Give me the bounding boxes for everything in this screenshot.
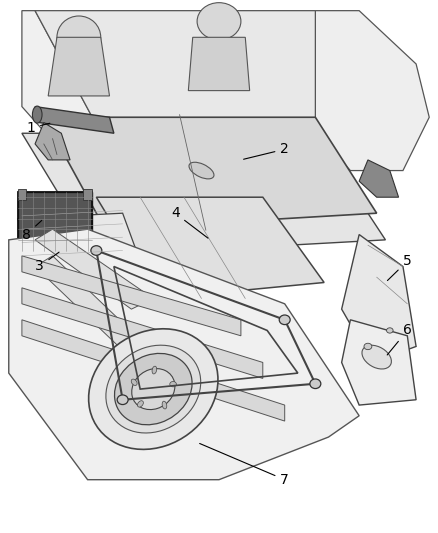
- Polygon shape: [22, 11, 110, 171]
- Polygon shape: [22, 288, 263, 378]
- Polygon shape: [83, 189, 92, 200]
- Polygon shape: [342, 235, 416, 362]
- Text: 8: 8: [22, 221, 42, 241]
- Polygon shape: [35, 123, 70, 160]
- Polygon shape: [18, 213, 140, 272]
- Text: 6: 6: [387, 324, 412, 355]
- Polygon shape: [9, 229, 359, 480]
- Ellipse shape: [310, 379, 321, 389]
- Ellipse shape: [138, 401, 143, 407]
- Polygon shape: [35, 107, 114, 133]
- Polygon shape: [35, 11, 315, 149]
- Ellipse shape: [279, 315, 290, 325]
- Polygon shape: [359, 160, 399, 197]
- Polygon shape: [48, 37, 110, 96]
- Polygon shape: [188, 37, 250, 91]
- Polygon shape: [22, 320, 285, 421]
- Text: 3: 3: [35, 252, 59, 273]
- Polygon shape: [342, 320, 416, 405]
- Ellipse shape: [152, 366, 157, 374]
- Ellipse shape: [117, 395, 128, 405]
- Ellipse shape: [131, 379, 137, 385]
- Polygon shape: [315, 11, 429, 171]
- Polygon shape: [96, 197, 324, 298]
- Ellipse shape: [57, 16, 101, 59]
- Text: 2: 2: [244, 142, 289, 159]
- Ellipse shape: [106, 345, 201, 433]
- Polygon shape: [35, 256, 175, 384]
- Ellipse shape: [189, 162, 214, 179]
- Polygon shape: [22, 256, 241, 336]
- Ellipse shape: [386, 328, 393, 333]
- Polygon shape: [22, 133, 385, 256]
- Ellipse shape: [88, 329, 218, 449]
- Ellipse shape: [162, 401, 167, 409]
- Ellipse shape: [114, 353, 192, 425]
- Ellipse shape: [91, 246, 102, 255]
- Ellipse shape: [362, 345, 392, 369]
- Ellipse shape: [132, 369, 175, 409]
- Text: 5: 5: [388, 254, 412, 280]
- Ellipse shape: [364, 343, 372, 350]
- Text: 7: 7: [200, 443, 289, 487]
- Text: 1: 1: [26, 121, 50, 135]
- Ellipse shape: [197, 3, 241, 40]
- Polygon shape: [18, 189, 26, 200]
- Ellipse shape: [32, 106, 42, 123]
- Text: 4: 4: [171, 206, 208, 238]
- Ellipse shape: [170, 382, 177, 387]
- Polygon shape: [18, 192, 92, 251]
- Polygon shape: [44, 117, 377, 229]
- Polygon shape: [35, 229, 153, 309]
